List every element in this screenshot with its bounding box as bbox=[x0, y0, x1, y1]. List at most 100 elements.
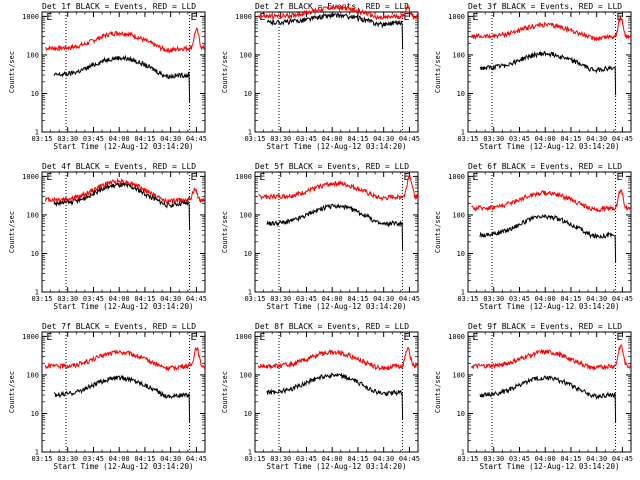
y-tick-label: 10 bbox=[244, 410, 252, 418]
event-marker-label: E bbox=[404, 172, 410, 183]
detector-panel-8: Det 8f BLACK = Events, RED = LLD 1 10 100 10… bbox=[213, 320, 426, 480]
x-tick-label: 04:30 bbox=[586, 455, 607, 463]
events-series-line bbox=[479, 50, 617, 96]
y-tick-label: 100 bbox=[239, 371, 252, 379]
events-series-line bbox=[53, 374, 191, 423]
x-tick-label: 04:00 bbox=[322, 135, 343, 143]
x-tick-label: 04:30 bbox=[373, 455, 394, 463]
x-axis-label: Start Time (12-Aug-12 03:14:20) bbox=[480, 142, 620, 151]
y-tick-label: 1000 bbox=[448, 333, 465, 341]
y-tick-label: 1000 bbox=[448, 13, 465, 21]
y-tick-label: 1000 bbox=[235, 333, 252, 341]
events-series-line bbox=[266, 12, 404, 50]
y-tick-label: 10 bbox=[31, 410, 39, 418]
plot-frame bbox=[467, 331, 632, 453]
event-marker-label: E bbox=[259, 12, 265, 23]
lld-series-line bbox=[470, 16, 631, 42]
y-tick-label: 1000 bbox=[22, 333, 39, 341]
plot-title: Det 3f BLACK = Events, RED = LLD bbox=[468, 2, 622, 11]
x-tick-label: 03:45 bbox=[296, 295, 317, 303]
x-tick-label: 04:45 bbox=[186, 295, 207, 303]
x-tick-label: 04:15 bbox=[134, 295, 155, 303]
y-tick-label: 10 bbox=[457, 250, 465, 258]
event-marker-label: E bbox=[617, 172, 623, 183]
event-marker-label: E bbox=[46, 332, 52, 343]
x-tick-label: 03:30 bbox=[270, 135, 291, 143]
event-marker-label: E bbox=[259, 332, 265, 343]
plot-title: Det 9f BLACK = Events, RED = LLD bbox=[468, 322, 622, 331]
plot-frame bbox=[254, 331, 419, 453]
event-marker-label: E bbox=[46, 172, 52, 183]
y-tick-label: 1 bbox=[35, 289, 39, 297]
x-tick-label: 03:15 bbox=[31, 135, 52, 143]
x-tick-label: 03:45 bbox=[509, 135, 530, 143]
x-tick-label: 03:30 bbox=[57, 295, 78, 303]
plot-frame bbox=[41, 11, 206, 133]
y-tick-label: 1000 bbox=[22, 173, 39, 181]
x-tick-label: 03:30 bbox=[57, 455, 78, 463]
events-series-line bbox=[479, 375, 617, 423]
plot-frame bbox=[254, 11, 419, 133]
event-marker-label: E bbox=[46, 12, 52, 23]
x-tick-label: 03:15 bbox=[244, 295, 265, 303]
detector-panel-4: Det 4f BLACK = Events, RED = LLD 1 10 100 10… bbox=[0, 160, 213, 320]
x-tick-label: 04:15 bbox=[560, 295, 581, 303]
plot-svg: Det 1f BLACK = Events, RED = LLD 1 10 100 10… bbox=[8, 2, 207, 151]
y-tick-label: 10 bbox=[31, 250, 39, 258]
y-tick-label: 100 bbox=[452, 51, 465, 59]
plot-svg: Det 5f BLACK = Events, RED = LLD 1 10 100 10… bbox=[221, 162, 420, 311]
x-tick-label: 04:00 bbox=[535, 455, 556, 463]
y-axis-label: Counts/sec bbox=[221, 211, 229, 253]
x-tick-label: 04:30 bbox=[373, 135, 394, 143]
events-series-line bbox=[53, 54, 191, 103]
x-tick-label: 03:45 bbox=[83, 455, 104, 463]
x-tick-label: 04:00 bbox=[535, 135, 556, 143]
plot-svg: Det 6f BLACK = Events, RED = LLD 1 10 100 10… bbox=[434, 162, 633, 311]
plot-frame bbox=[467, 171, 632, 293]
event-marker-label: E bbox=[472, 332, 478, 343]
x-tick-label: 03:30 bbox=[57, 135, 78, 143]
lld-series-line bbox=[45, 27, 205, 55]
lld-series-line bbox=[470, 344, 632, 372]
plot-title: Det 1f BLACK = Events, RED = LLD bbox=[42, 2, 196, 11]
x-tick-label: 04:00 bbox=[535, 295, 556, 303]
y-tick-label: 10 bbox=[457, 410, 465, 418]
events-series-line bbox=[53, 182, 191, 231]
lld-series-line bbox=[258, 174, 418, 202]
y-tick-label: 100 bbox=[239, 211, 252, 219]
event-marker-label: E bbox=[617, 332, 623, 343]
y-tick-label: 100 bbox=[26, 211, 39, 219]
plot-svg: Det 8f BLACK = Events, RED = LLD 1 10 100 10… bbox=[221, 322, 420, 471]
x-tick-label: 03:45 bbox=[83, 295, 104, 303]
event-marker-label: E bbox=[191, 332, 197, 343]
plot-title: Det 5f BLACK = Events, RED = LLD bbox=[255, 162, 409, 171]
x-tick-label: 04:45 bbox=[612, 135, 633, 143]
y-tick-label: 10 bbox=[244, 250, 252, 258]
detector-panel-7: Det 7f BLACK = Events, RED = LLD 1 10 100 10… bbox=[0, 320, 213, 480]
x-tick-label: 04:30 bbox=[160, 455, 181, 463]
x-tick-label: 03:45 bbox=[296, 455, 317, 463]
events-series-line bbox=[266, 203, 404, 251]
x-tick-label: 04:15 bbox=[347, 135, 368, 143]
y-axis-label: Counts/sec bbox=[434, 371, 442, 413]
x-tick-label: 04:00 bbox=[109, 135, 130, 143]
plot-title: Det 6f BLACK = Events, RED = LLD bbox=[468, 162, 622, 171]
plot-frame bbox=[41, 171, 206, 293]
y-tick-label: 1000 bbox=[22, 13, 39, 21]
plot-title: Det 2f BLACK = Events, RED = LLD bbox=[255, 2, 409, 11]
detector-panel-9: Det 9f BLACK = Events, RED = LLD 1 10 100 10… bbox=[426, 320, 639, 480]
x-tick-label: 04:00 bbox=[322, 295, 343, 303]
x-tick-label: 04:30 bbox=[586, 295, 607, 303]
y-tick-label: 10 bbox=[457, 90, 465, 98]
lld-series-line bbox=[44, 177, 205, 205]
detector-panel-3: Det 3f BLACK = Events, RED = LLD 1 10 100 10… bbox=[426, 0, 639, 160]
x-tick-label: 04:45 bbox=[186, 135, 207, 143]
y-tick-label: 1 bbox=[461, 289, 465, 297]
y-axis-label: Counts/sec bbox=[434, 211, 442, 253]
x-axis-label: Start Time (12-Aug-12 03:14:20) bbox=[480, 462, 620, 471]
y-tick-label: 1 bbox=[461, 129, 465, 137]
x-tick-label: 04:15 bbox=[560, 135, 581, 143]
x-tick-label: 03:30 bbox=[483, 135, 504, 143]
x-tick-label: 03:45 bbox=[296, 135, 317, 143]
